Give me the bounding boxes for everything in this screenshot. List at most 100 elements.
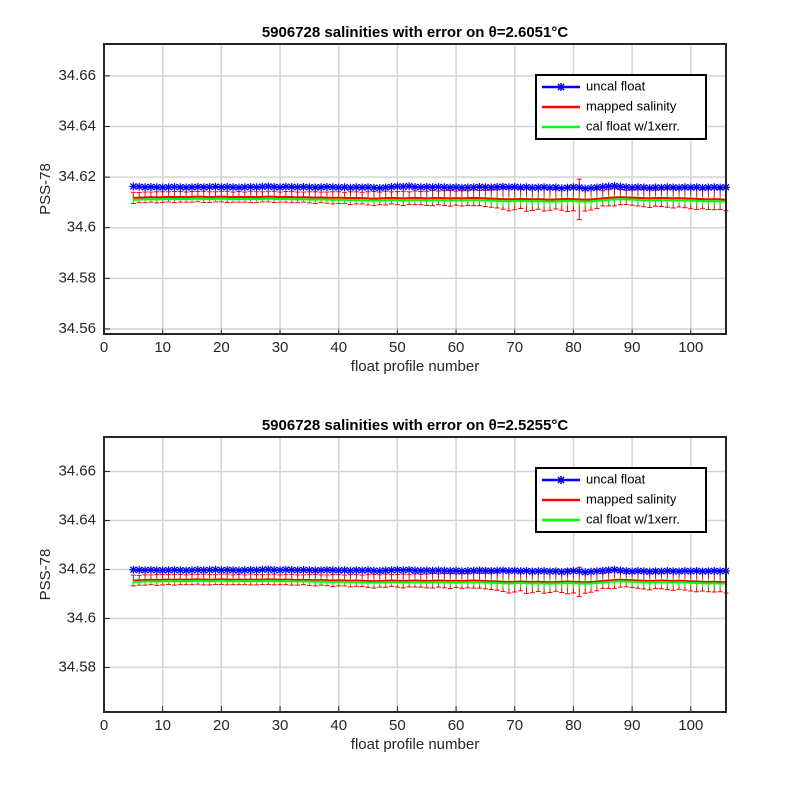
star-marker [129,182,138,191]
star-marker [457,183,466,192]
star-marker [592,183,601,192]
star-marker [716,567,725,576]
star-marker [152,566,161,575]
star-marker [680,183,689,192]
star-marker [205,565,214,574]
star-marker [493,182,502,191]
star-marker [287,182,296,191]
x-tick-label: 100 [678,339,703,356]
star-marker [675,183,684,192]
star-marker [223,565,232,574]
star-marker [622,566,631,575]
star-marker [598,182,607,191]
star-marker [545,183,554,192]
star-marker [446,183,455,192]
star-marker [569,183,578,192]
star-marker [299,565,308,574]
star-marker [651,183,660,192]
star-marker [393,182,402,191]
star-marker [340,566,349,575]
star-marker [176,183,185,192]
star-marker [369,183,378,192]
star-marker [463,566,472,575]
star-marker [182,566,191,575]
star-marker [164,566,173,575]
x-tick-label: 30 [272,339,289,356]
x-tick-label: 60 [448,717,465,734]
star-marker [463,183,472,192]
star-marker [405,565,414,574]
star-marker [540,566,549,575]
star-marker [557,184,566,193]
star-marker [240,566,249,575]
star-marker [516,567,525,576]
x-tick-label: 90 [624,339,641,356]
star-marker [704,183,713,192]
star-marker [475,182,484,191]
legend-label: uncal float [586,471,646,486]
star-marker [692,566,701,575]
x-tick-label: 80 [565,717,582,734]
y-tick-label: 34.58 [58,269,96,286]
star-marker [158,183,167,192]
star-marker [346,183,355,192]
star-marker [534,183,543,192]
star-marker [551,567,560,576]
star-marker [358,183,367,192]
star-marker [381,183,390,192]
x-tick-label: 10 [154,717,171,734]
star-marker [293,566,302,575]
star-marker [229,183,238,192]
x-tick-label: 20 [213,339,230,356]
star-marker [364,566,373,575]
star-marker [504,183,513,192]
star-marker [434,182,443,191]
star-marker [281,565,290,574]
star-marker [686,183,695,192]
star-marker [628,567,637,576]
star-marker [170,182,179,191]
star-marker [317,183,326,192]
star-marker [633,183,642,192]
star-marker [569,566,578,575]
star-marker [563,183,572,192]
star-marker [575,567,584,576]
star-marker [628,183,637,192]
star-marker [499,182,508,191]
star-marker [217,183,226,192]
x-tick-label: 0 [100,717,108,734]
star-marker [246,565,255,574]
star-marker [422,182,431,191]
star-marker [193,182,202,191]
star-marker [510,182,519,191]
x-tick-label: 60 [448,339,465,356]
chart-title: 5906728 salinities with error on θ=2.525… [262,417,569,434]
legend-marker [557,476,565,484]
star-marker [581,568,590,577]
axes-box [103,436,727,713]
star-marker [675,567,684,576]
star-marker [311,183,320,192]
x-tick-label: 70 [506,717,523,734]
star-marker [516,183,525,192]
star-marker [276,566,285,575]
star-marker [264,182,273,191]
star-marker [540,183,549,192]
y-tick-label: 34.64 [58,511,96,528]
star-marker [416,183,425,192]
star-marker [205,182,214,191]
star-marker [528,567,537,576]
star-marker [428,183,437,192]
star-marker [299,182,308,191]
star-marker [604,182,613,191]
x-axis-label: float profile number [351,736,479,753]
star-marker [352,183,361,192]
star-marker [234,566,243,575]
star-marker [405,182,414,191]
star-marker [158,566,167,575]
star-marker [604,566,613,575]
x-tick-label: 50 [389,717,406,734]
x-tick-label: 40 [330,339,347,356]
star-marker [610,181,619,190]
star-marker [504,566,513,575]
